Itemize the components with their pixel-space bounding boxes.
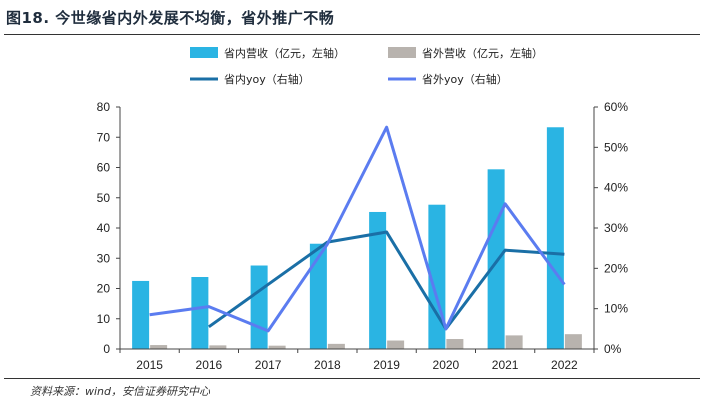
x-tick-label: 2019: [373, 358, 400, 372]
bar-domestic: [250, 265, 268, 349]
right-tick-label: 40%: [604, 181, 628, 195]
bar-external: [505, 335, 523, 349]
left-tick-label: 40: [97, 221, 111, 235]
x-tick-label: 2018: [314, 358, 341, 372]
bar-external: [387, 340, 405, 349]
source-note: 资料来源：wind，安信证券研究中心: [30, 385, 211, 398]
bar-domestic: [309, 243, 327, 349]
title-divider: [4, 34, 700, 35]
legend-label: 省内营收（亿元，左轴）: [224, 46, 345, 60]
left-tick-label: 60: [97, 161, 111, 175]
legend-label: 省外yoy（右轴）: [422, 72, 508, 86]
legend-label: 省外营收（亿元，左轴）: [422, 46, 543, 60]
left-tick-label: 20: [97, 282, 111, 296]
legend: 省内营收（亿元，左轴） 省外营收（亿元，左轴） 省内yoy（右轴） 省外yoy（右轴）: [190, 46, 543, 86]
bar-external: [446, 339, 464, 349]
right-tick-label: 0%: [604, 342, 622, 356]
line-external-yoy: [149, 125, 566, 333]
bar-external: [209, 345, 227, 349]
right-tick-label: 30%: [604, 221, 628, 235]
bar-domestic: [546, 127, 564, 349]
bar-domestic: [132, 280, 150, 349]
axes: 0 10 20 30 40 50 60 70 80 0% 10% 20% 30% 40% 50% 60% 201…: [97, 100, 629, 372]
x-tick-label: 2015: [136, 358, 163, 372]
line-domestic-yoy: [208, 230, 565, 331]
left-tick-label: 10: [97, 312, 111, 326]
legend-swatch-bar: [190, 47, 218, 58]
x-tick-label: 2022: [551, 358, 578, 372]
right-tick-label: 20%: [604, 261, 628, 275]
x-tick-label: 2017: [255, 358, 282, 372]
bar-external: [150, 345, 168, 349]
bar-external: [327, 343, 345, 349]
bar-external: [268, 345, 286, 349]
bar-external: [564, 334, 582, 349]
chart-title: 图18. 今世缘省内外发展不均衡，省外推广不畅: [6, 9, 335, 27]
line-series: [149, 125, 566, 333]
bar-domestic: [369, 211, 387, 349]
right-tick-label: 50%: [604, 140, 628, 154]
source-divider: [4, 378, 700, 379]
legend-swatch-bar: [388, 47, 416, 58]
x-tick-label: 2021: [492, 358, 519, 372]
x-tick-label: 2016: [196, 358, 223, 372]
bar-domestic: [191, 277, 209, 349]
left-tick-label: 80: [97, 100, 111, 114]
right-tick-label: 10%: [604, 302, 628, 316]
left-tick-label: 0: [103, 342, 110, 356]
left-tick-label: 30: [97, 251, 111, 265]
x-tick-label: 2020: [433, 358, 460, 372]
legend-label: 省内yoy（右轴）: [224, 72, 310, 86]
left-tick-label: 70: [97, 130, 111, 144]
left-tick-label: 50: [97, 191, 111, 205]
right-tick-label: 60%: [604, 100, 628, 114]
bar-domestic: [487, 169, 505, 349]
